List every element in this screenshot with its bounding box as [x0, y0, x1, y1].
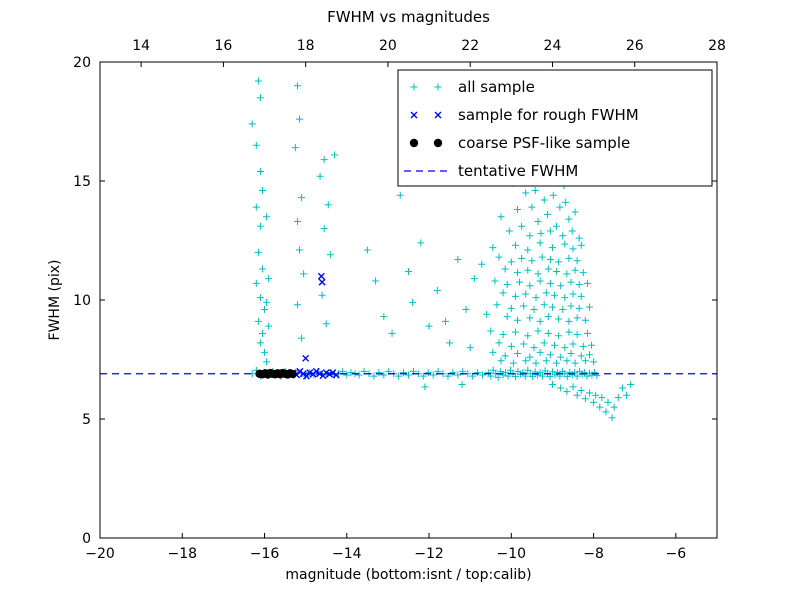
x-tick-label-bottom: −14 [332, 546, 362, 562]
legend-entry: sample for rough FWHM [410, 106, 639, 124]
legend-box [397, 69, 713, 187]
x-tick-label-bottom: −18 [167, 546, 197, 562]
x-tick-label-top: 24 [544, 38, 562, 54]
x-tick-label-top: 22 [461, 38, 479, 54]
legend-entry: coarse PSF-like sample [409, 134, 630, 152]
series-sample-for-rough-fwhm [289, 272, 340, 380]
x-tick-label-top: 26 [626, 38, 644, 54]
axis-ticks [99, 61, 718, 539]
y-tick-label: 15 [73, 174, 91, 190]
x-tick-label-top: 20 [379, 38, 397, 54]
legend-label: sample for rough FWHM [458, 106, 639, 124]
x-tick-label-top: 28 [708, 38, 726, 54]
legend-entry: all sample [410, 78, 535, 96]
tick-labels: −20 −18 −16 −14 −12 −10 −8 −6 14 16 18 20 22 24 26 28 0 5… [73, 38, 726, 562]
series-coarse-psf-like-sample [255, 368, 297, 379]
y-tick-label: 10 [73, 293, 91, 309]
x-tick-label-top: 16 [214, 38, 232, 54]
x-axis-label: magnitude (bottom:isnt / top:calib) [285, 567, 532, 583]
series-all-sample [248, 77, 635, 422]
legend: all sample sample for rough FWHM coarse PS… [397, 69, 713, 187]
y-tick-label: 0 [82, 531, 91, 547]
x-tick-label-bottom: −16 [250, 546, 280, 562]
y-tick-label: 20 [73, 55, 91, 71]
legend-label: all sample [458, 78, 535, 96]
legend-entry: tentative FWHM [404, 162, 578, 180]
x-tick-label-top: 18 [297, 38, 315, 54]
x-tick-label-top: 14 [132, 38, 150, 54]
x-tick-label-bottom: −10 [497, 546, 527, 562]
chart-title: FWHM vs magnitudes [327, 8, 490, 26]
x-tick-label-bottom: −8 [583, 546, 604, 562]
legend-label: coarse PSF-like sample [458, 134, 630, 152]
x-tick-label-bottom: −20 [85, 546, 115, 562]
x-tick-label-bottom: −6 [666, 546, 687, 562]
y-tick-label: 5 [82, 412, 91, 428]
x-tick-label-bottom: −12 [414, 546, 444, 562]
legend-label: tentative FWHM [458, 162, 578, 180]
